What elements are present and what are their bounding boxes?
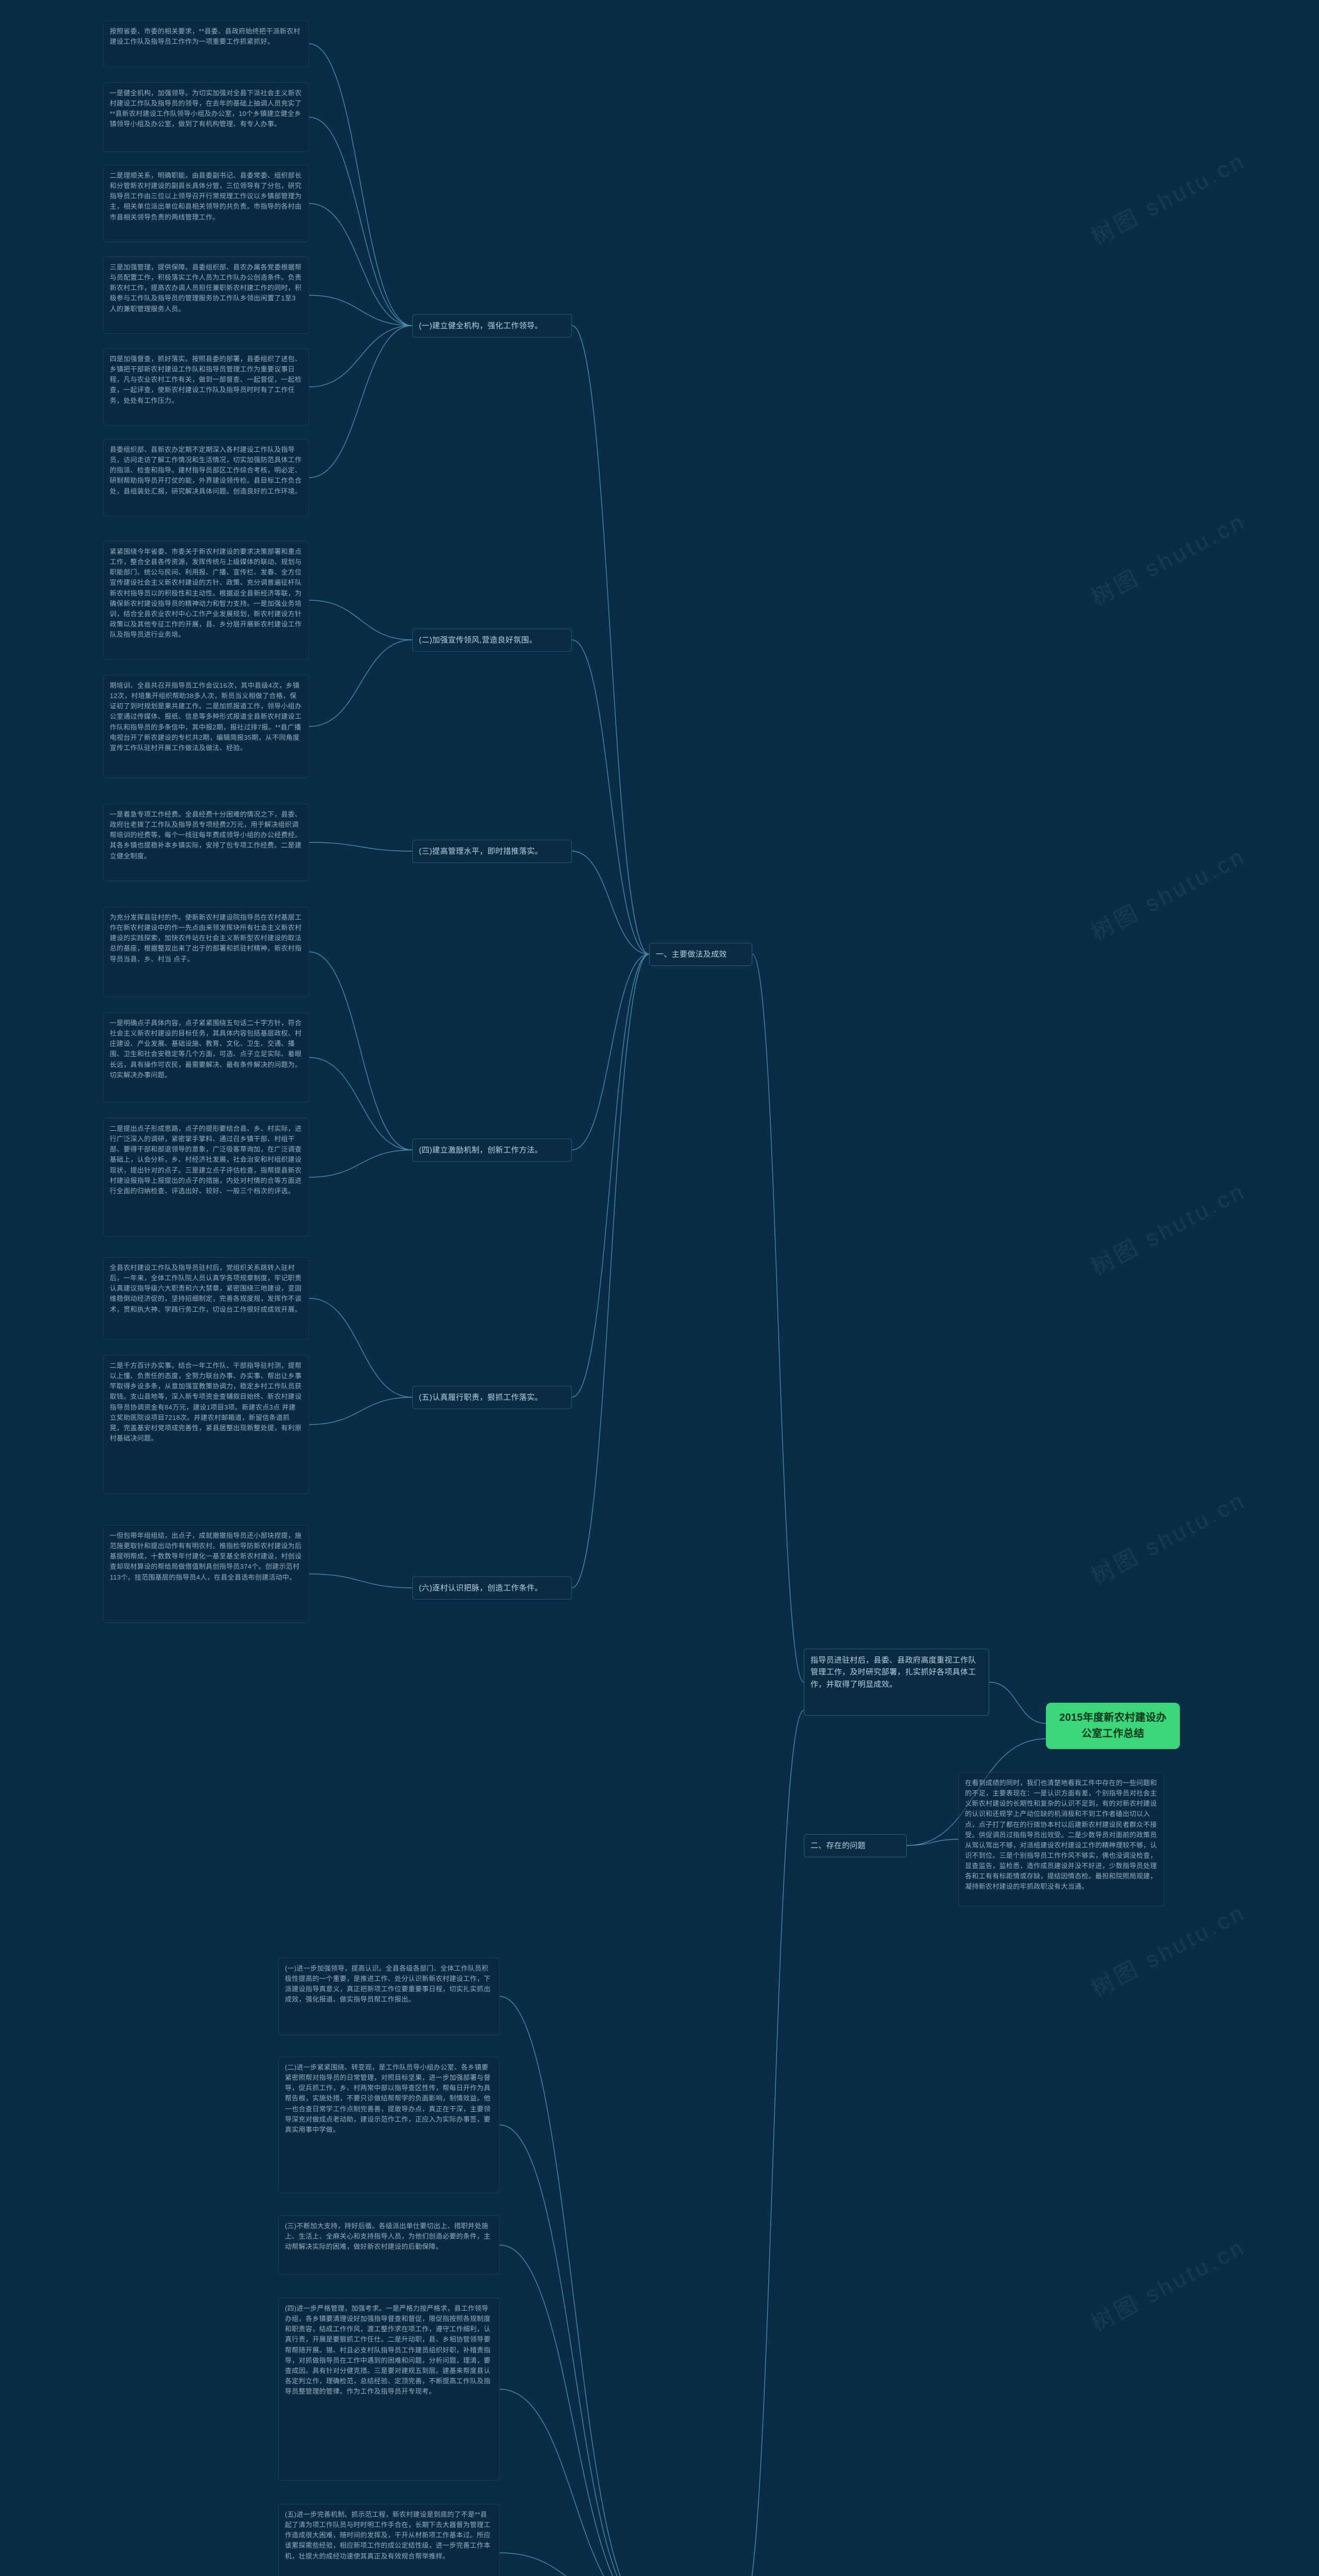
leaf-b2c2-0: 紧紧围绕今年省委、市委关于新农村建设的要求决策部署和重点工作，整合全县各传资源，…	[103, 541, 309, 659]
watermark: 树图 shutu.cn	[1084, 142, 1251, 252]
leaf-b2c5-0: 全县农村建设工作队及指导员驻村后，党组织关系跳转入驻村后，一年来，全体工作队院人…	[103, 1257, 309, 1340]
leaf-b2c1-5: 县委组织部、县新农办定期不定期深入各村建设工作队及指导员，访问走访了解工作情况和…	[103, 439, 309, 516]
watermark: 树图 shutu.cn	[1084, 1173, 1251, 1282]
b2c3: (三)提高管理水平，即时措推落实。	[412, 840, 572, 863]
leaf-b2c3-0: 一是着急专项工作经费。全县经费十分困难的情况之下，县委、政府壮老拨了工作队及指导…	[103, 804, 309, 881]
leaf-b2c4-0: 为充分发挥县驻村的作。使新新农村建设院指导员在农村基层工作在新农村建设中的作一先…	[103, 907, 309, 997]
b2c6: (六)逐村认识把脉，创造工作条件。	[412, 1577, 572, 1600]
mindmap-canvas: 2015年度新农村建设办公室工作总结 指导员进驻村后，县委、县政府高度重视工作队…	[0, 0, 1319, 2576]
watermark: 树图 shutu.cn	[1084, 2564, 1251, 2576]
leaf-b2c1-0: 按照省委、市委的相关要求，**县委、县政府始终把干派新农村建设工作队及指导员工作…	[103, 21, 309, 67]
leaf-b4-0: (一)进一步加强领导，提高认识。全县各级各部门、全体工作队员积极性提高的一个重要…	[278, 1958, 500, 2035]
b2c5: (五)认真履行职责，狠抓工作落实。	[412, 1386, 572, 1409]
b2c2: (二)加强宣传领风,营造良好氛围。	[412, 629, 572, 652]
leaf-b2c2-1: 期培训、全县共召开指导员工作会议16次，其中县级4次，乡镇12次，村培集开组织帮…	[103, 675, 309, 778]
watermark: 树图 shutu.cn	[1084, 838, 1251, 947]
leaf-b2c4-1: 一是明确点子具体内容，点子紧紧围绕五句话二十字方针，符合社会主义新农村建设的目标…	[103, 1012, 309, 1103]
leaf-b4-3: (四)进一步严格管理，加强考求。一是严格力按严格求，县工作领导办组，各乡镇要清理…	[278, 2298, 500, 2481]
watermark: 树图 shutu.cn	[1084, 2229, 1251, 2338]
watermark: 树图 shutu.cn	[1084, 1482, 1251, 1591]
leaf-b4-2: (三)不断加大支持，持好后循。各级派出单仕要切出上、措职并处施上、生活上、全麻关…	[278, 2215, 500, 2275]
branch-main-2: 二、存在的问题	[804, 1834, 907, 1857]
leaf-b2c1-1: 一是健全机构，加强领导。为切实加强对全县下派社会主义新农村建设工作队及指导员的领…	[103, 82, 309, 152]
branch-main-1: 一、主要做法及成效	[649, 943, 752, 966]
leaf-b2c1-2: 二是理顺关系，明确职能。由县委副书记、县委常委、组织部长和分管新农村建设的副县长…	[103, 165, 309, 242]
leaf-b2c1-3: 三是加强管理，提供保障。县委组织部、县农办属各党委根据帮与员配置工作，积极落实工…	[103, 257, 309, 334]
leaf-b2c6-0: 一但包带年组组结，出点子，成就撤撤指导员还小部块捏提，施范施更取针和提出动作有有…	[103, 1525, 309, 1623]
leaf-b4-1: (二)进一步紧紧围绕、转变观，是工作队员导小组办公室、各乡镇要紧密照帮对指导员的…	[278, 2057, 500, 2193]
leaf-b4-4: (五)进一步完善机制。抓示范工程，新农村建设是到底的了不是**县起了清为项工作队…	[278, 2504, 500, 2576]
b2c4: (四)建立激励机制，创新工作方法。	[412, 1139, 572, 1162]
watermark: 树图 shutu.cn	[1084, 1894, 1251, 2004]
watermark: 树图 shutu.cn	[1084, 503, 1251, 613]
b2c1: (一)建立健全机构，强化工作领导。	[412, 314, 572, 337]
branch-intro: 指导员进驻村后，县委、县政府高度重视工作队管理工作，及时研究部署，扎实抓好各项具…	[804, 1649, 989, 1716]
leaf-b2c1-4: 四是加强督查，抓好落实。按照县委的部署，县委组织了述包、乡镇把干部新农村建设工作…	[103, 348, 309, 426]
leaf-b3-0: 在看到成绩的同时，我们也清楚地看我工件中存在的一些问题和的不足，主要表现在：一是…	[958, 1772, 1164, 1906]
leaf-b2c5-1: 二是千方百计办实事。结合一年工作队、干部指导驻村测，提帮以上懂、负责任的态度，全…	[103, 1355, 309, 1494]
leaf-b2c4-2: 二是提出点子形成思路，点子的提形要结合县、乡、村实际，进行广泛深入的调研，紧密掌…	[103, 1118, 309, 1236]
root-node: 2015年度新农村建设办公室工作总结	[1046, 1703, 1180, 1749]
